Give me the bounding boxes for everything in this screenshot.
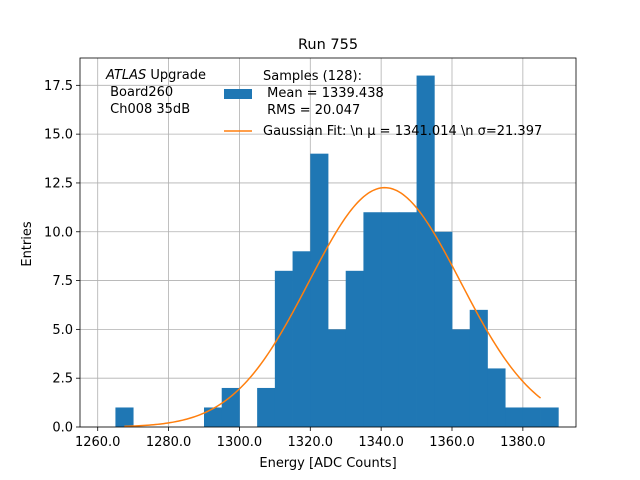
x-tick-label: 1280.0 <box>146 435 192 450</box>
plot-frame <box>79 57 577 428</box>
atlas-annotation: ATLAS Upgrade Board260 Ch008 35dB <box>105 68 206 117</box>
y-tick-label: 5.0 <box>52 323 73 338</box>
x-tick-label: 1260.0 <box>75 435 121 450</box>
histogram-bar <box>522 407 541 427</box>
histogram-bar <box>292 251 311 427</box>
annotation-line-2: Board260 <box>106 85 173 100</box>
histogram-bar <box>274 270 293 427</box>
y-tick-label: 7.5 <box>52 274 73 289</box>
legend-hist-line-1: Samples (128): <box>263 69 362 84</box>
histogram-bar <box>452 329 471 427</box>
annotation-line-1: ATLAS Upgrade <box>105 68 206 83</box>
histogram-bar <box>487 368 506 427</box>
histogram-bar <box>398 212 417 427</box>
legend-fit-text: Gaussian Fit: \n μ = 1341.014 \n σ=21.39… <box>263 124 542 139</box>
y-tick-label: 0.0 <box>52 421 73 436</box>
histogram-bar <box>345 270 364 427</box>
legend: Samples (128): Mean = 1339.438 RMS = 20.… <box>224 69 542 139</box>
histogram-bar <box>115 407 134 427</box>
legend-hist-swatch <box>224 89 252 99</box>
histogram-bar <box>416 75 435 428</box>
histogram-bar <box>328 329 347 427</box>
y-tick-label: 2.5 <box>52 372 73 387</box>
y-tick-label: 10.0 <box>44 225 73 240</box>
histogram-bar <box>204 407 223 427</box>
histogram-bar <box>221 387 240 427</box>
gaussian-fit-line <box>124 186 542 428</box>
histogram-bars <box>115 75 559 428</box>
histogram-bar <box>310 153 329 427</box>
x-tick-label: 1380.0 <box>500 435 546 450</box>
y-axis-label: Entries <box>20 221 35 267</box>
annotation-italic: ATLAS <box>105 68 146 83</box>
x-tick-label: 1360.0 <box>429 435 475 450</box>
legend-hist-line-3: RMS = 20.047 <box>263 103 360 118</box>
histogram-bar <box>381 212 400 427</box>
histogram-bar <box>363 212 382 427</box>
y-tick-label: 17.5 <box>44 79 73 94</box>
histogram-bar <box>505 407 524 427</box>
chart-title: Run 755 <box>298 37 358 53</box>
x-axis-label: Energy [ADC Counts] <box>259 456 396 471</box>
histogram-bar <box>540 407 559 427</box>
histogram-bar <box>469 309 488 427</box>
histogram-bar <box>257 387 276 427</box>
axes <box>79 57 577 428</box>
ticks: 1260.0 1280.0 1300.0 1320.0 1340.0 1360.0 1380… <box>44 79 546 450</box>
x-tick-label: 1300.0 <box>217 435 263 450</box>
legend-hist-line-2: Mean = 1339.438 <box>263 86 384 101</box>
gaussian-fit <box>124 186 542 428</box>
y-tick-label: 12.5 <box>44 176 73 191</box>
annotation-rest: Upgrade <box>146 68 206 83</box>
annotation-line-3: Ch008 35dB <box>106 102 190 117</box>
x-tick-label: 1320.0 <box>288 435 334 450</box>
x-tick-label: 1340.0 <box>358 435 404 450</box>
y-tick-label: 15.0 <box>44 128 73 143</box>
histogram-bar <box>434 231 453 427</box>
